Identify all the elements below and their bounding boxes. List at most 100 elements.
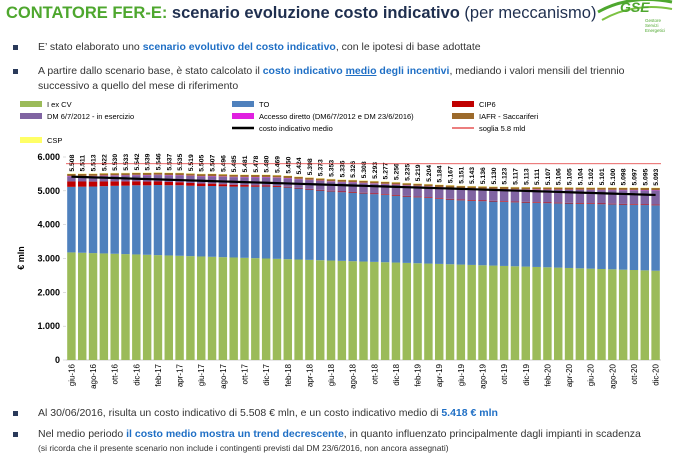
bar-segment (554, 202, 563, 204)
x-tick-label: dic-20 (652, 363, 661, 385)
title-main: scenario evoluzione costo indicativo (171, 4, 460, 22)
x-tick-label: dic-16 (132, 363, 141, 385)
bar-segment (564, 203, 574, 268)
bar-segment (467, 200, 476, 201)
bar-segment (575, 190, 585, 204)
bar-segment (197, 256, 206, 360)
bar-segment (305, 259, 314, 360)
bar-segment (586, 203, 595, 204)
bar-segment (586, 203, 595, 269)
legend-swatch (232, 101, 254, 107)
bar-segment (175, 175, 184, 183)
bar-segment (424, 186, 433, 198)
bar-segment (326, 179, 336, 182)
bar-segment (240, 257, 249, 360)
bar-segment (435, 198, 444, 199)
bar-segment (597, 187, 606, 190)
bar-segment (337, 191, 347, 193)
total-label: 5.542 (134, 153, 141, 170)
bar-segment (521, 201, 530, 203)
bar-segment (67, 252, 76, 360)
legend-swatch (232, 113, 254, 119)
bar-segment (456, 264, 466, 360)
bar-segment (478, 201, 487, 266)
total-label: 5.535 (177, 154, 184, 171)
bar-segment (88, 176, 98, 182)
bar-segment (110, 185, 119, 254)
total-label: 5.537 (166, 153, 173, 170)
x-tick-label: feb-18 (284, 363, 293, 386)
x-tick-label: apr-17 (176, 363, 185, 387)
bar-segment (554, 203, 563, 268)
bar-segment (510, 201, 520, 203)
bar-segment (316, 189, 325, 191)
bar-segment (164, 181, 173, 186)
bar-segment (261, 258, 271, 360)
bar-segment (597, 204, 606, 269)
bar-segment (359, 192, 368, 194)
bar-segment (564, 202, 574, 204)
bar-segment (380, 262, 390, 360)
bar-segment (370, 194, 379, 262)
bar-segment (218, 174, 228, 177)
x-tick-label: ago-17 (219, 363, 228, 388)
x-tick-label: ago-16 (89, 363, 98, 388)
bar-segment (88, 186, 98, 254)
bar-segment (456, 188, 466, 200)
bar-segment (197, 174, 206, 177)
bar-segment (164, 173, 173, 176)
bar-segment (153, 255, 163, 360)
bar-segment (272, 186, 282, 259)
bar-segment (186, 173, 195, 176)
bar-segment (294, 188, 303, 260)
x-tick-label: ago-18 (349, 363, 358, 388)
total-label: 5.184 (437, 165, 444, 182)
x-tick-label: ott-20 (630, 363, 639, 384)
bar-segment (67, 176, 76, 182)
total-label: 5.505 (199, 155, 206, 172)
x-tick-label: ago-20 (608, 363, 617, 388)
x-tick-label: apr-20 (565, 363, 574, 387)
total-label: 5.093 (653, 168, 660, 185)
text-span: 5.418 € mln (441, 407, 498, 419)
bar-segment (294, 176, 303, 179)
bar-segment (88, 173, 98, 176)
bar-segment (640, 205, 649, 271)
bar-segment (359, 180, 368, 183)
bullet: Al 30/06/2016, risulta un costo indicati… (13, 406, 668, 421)
bar-segment (240, 186, 249, 258)
total-label: 5.519 (188, 154, 195, 171)
bar-segment (456, 199, 466, 201)
bar-segment (532, 266, 541, 360)
bar-segment (543, 267, 552, 360)
total-label: 5.105 (567, 168, 574, 185)
bar-segment (261, 174, 271, 177)
x-tick-label: dic-19 (522, 363, 531, 385)
bar-segment (305, 189, 314, 260)
total-label: 5.277 (383, 162, 390, 179)
bar-segment (640, 187, 649, 190)
bar-segment (240, 185, 249, 187)
x-tick-label: ago-19 (479, 363, 488, 388)
bar-segment (651, 204, 660, 206)
total-label: 5.098 (621, 168, 628, 185)
legend-label: TO (259, 100, 269, 109)
bar-segment (78, 173, 87, 176)
bar-segment (197, 176, 206, 184)
bar-segment (370, 183, 379, 194)
total-label: 5.469 (274, 156, 281, 173)
bar-segment (229, 174, 238, 177)
bar-segment (499, 201, 509, 202)
legend-swatch (452, 113, 474, 119)
bar-segment (554, 189, 563, 203)
logo-sub: Energetici (645, 28, 665, 33)
bar-segment (575, 203, 585, 269)
legend-label: CIP6 (479, 100, 496, 109)
y-tick-label: 4.000 (37, 220, 60, 230)
logo-swoosh (597, 0, 673, 14)
legend-swatch (20, 101, 42, 107)
total-label: 5.480 (264, 155, 271, 172)
bar-segment (467, 264, 476, 360)
bar-segment (305, 180, 314, 189)
bar-segment (651, 205, 660, 271)
